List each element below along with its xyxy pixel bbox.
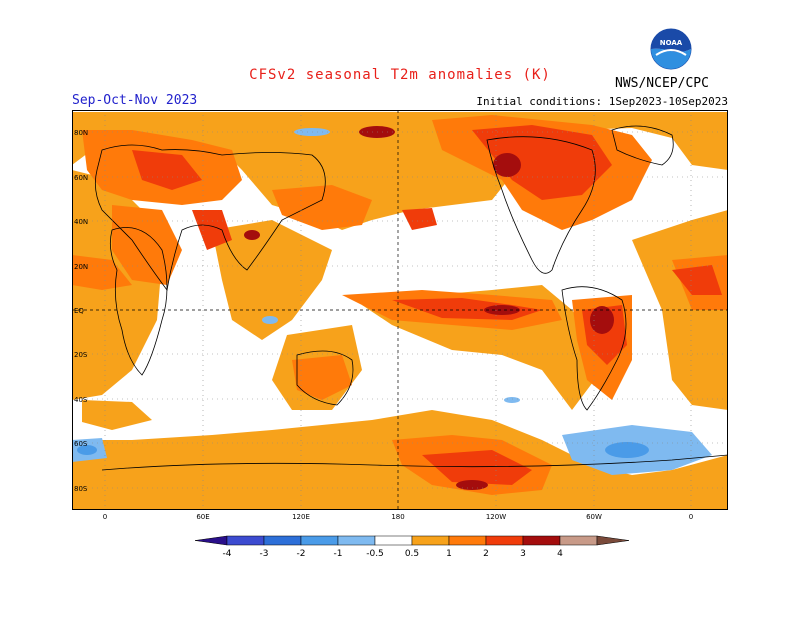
lon-label: 0 xyxy=(688,513,694,521)
colorbar-cell xyxy=(411,535,450,546)
noaa-logo: NOAA xyxy=(650,28,692,70)
colorbar-label: -3 xyxy=(260,549,269,559)
anomaly-layer-2 xyxy=(132,125,722,485)
colorbar-label: -2 xyxy=(297,549,306,559)
colorbar-label: 4 xyxy=(557,549,563,559)
coastlines xyxy=(94,125,728,471)
colorbar-label: -4 xyxy=(223,549,232,559)
colorbar: -4 -3 -2 -1 -0.5 0.5 1 2 3 4 xyxy=(194,535,630,559)
logo-text: NOAA xyxy=(660,39,683,47)
season-label: Sep-Oct-Nov 2023 xyxy=(72,93,198,108)
chart-title: CFSv2 seasonal T2m anomalies (K) xyxy=(249,67,551,83)
map-frame xyxy=(72,110,728,510)
agency-label: NWS/NCEP/CPC xyxy=(615,76,709,91)
colorbar-cell xyxy=(226,535,265,546)
lon-label: 60E xyxy=(196,513,210,521)
anomaly-map: 80N 60N 40N 20N EQ 20S 40S 60S 80S xyxy=(72,110,728,510)
colorbar-cell xyxy=(485,535,524,546)
lon-label: 120W xyxy=(485,513,507,521)
anomaly-layer-cool-1 xyxy=(77,442,649,458)
equator-dateline xyxy=(72,110,728,510)
colorbar-cell xyxy=(337,535,376,546)
colorbar-cell xyxy=(374,535,413,546)
colorbar-cell xyxy=(522,535,561,546)
lat-label: 20N xyxy=(74,263,88,271)
colorbar-label: 3 xyxy=(520,549,526,559)
latitude-labels: 80N 60N 40N 20N EQ 20S 40S 60S 80S xyxy=(74,129,88,493)
lat-label: 80S xyxy=(74,485,88,493)
lat-label: EQ xyxy=(74,307,84,315)
colorbar-cell xyxy=(194,535,228,546)
lat-label: 80N xyxy=(74,129,88,137)
colorbar-cell xyxy=(448,535,487,546)
colorbar-label: -0.5 xyxy=(366,549,384,559)
colorbar-label: 2 xyxy=(483,549,489,559)
lat-label: 40N xyxy=(74,218,88,226)
colorbar-cell xyxy=(263,535,302,546)
colorbar-cell xyxy=(300,535,339,546)
lon-label: 60W xyxy=(586,513,602,521)
colorbar-cell xyxy=(596,535,630,546)
lat-label: 60N xyxy=(74,174,88,182)
lon-label: 180 xyxy=(391,513,405,521)
initial-conditions-label: Initial conditions: 1Sep2023-10Sep2023 xyxy=(476,95,728,108)
colorbar-cell xyxy=(559,535,598,546)
lat-label: 60S xyxy=(74,440,88,448)
colorbar-label: -1 xyxy=(334,549,343,559)
lon-label: 120E xyxy=(292,513,310,521)
colorbar-label: 1 xyxy=(446,549,452,559)
colorbar-label: 0.5 xyxy=(405,549,419,559)
lat-label: 40S xyxy=(74,396,88,404)
lon-label: 0 xyxy=(102,513,108,521)
lat-label: 20S xyxy=(74,351,88,359)
